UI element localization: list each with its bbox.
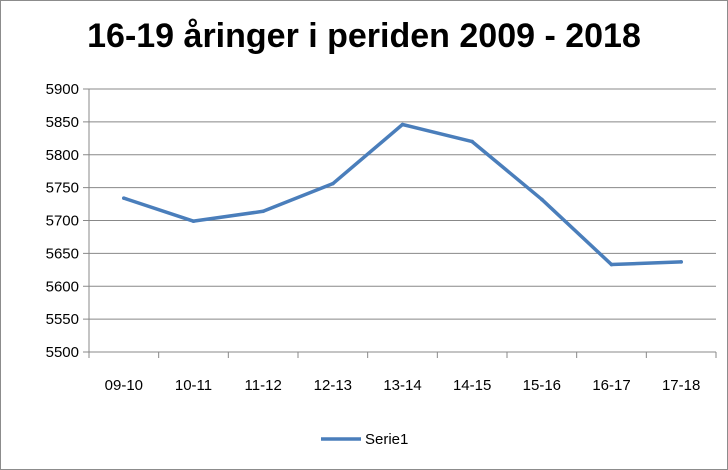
data-point	[609, 262, 614, 267]
data-point	[122, 196, 126, 200]
x-tick-label: 17-18	[662, 377, 700, 394]
y-tick-label: 5850	[46, 114, 79, 131]
data-point	[261, 209, 265, 214]
y-tick-label: 5650	[46, 245, 79, 262]
x-tick-label: 15-16	[523, 377, 561, 394]
data-point	[400, 122, 405, 127]
data-point	[470, 139, 474, 144]
data-point	[540, 197, 544, 202]
y-tick-label: 5600	[46, 278, 79, 295]
legend-label: Serie1	[365, 431, 408, 448]
x-tick-label: 12-13	[314, 377, 352, 394]
series-layer	[122, 122, 683, 267]
chart-title: 16-19 åringer i periden 2009 - 2018	[87, 17, 641, 55]
x-tick-label: 14-15	[453, 377, 491, 394]
series-line	[122, 122, 683, 267]
data-point	[331, 181, 335, 186]
y-tick-label: 5900	[46, 81, 79, 98]
x-tick-label: 16-17	[592, 377, 630, 394]
data-point	[191, 219, 196, 223]
legend: Serie1	[321, 431, 408, 448]
x-tick-label: 13-14	[383, 377, 421, 394]
axes: 5500 5550 5600 5650 5700 5750 5800 5850 5900 09-1…	[46, 81, 717, 394]
y-tick-label: 5800	[46, 147, 79, 164]
y-tick-label: 5550	[46, 311, 79, 328]
x-tick-label: 09-10	[105, 377, 143, 394]
data-point	[679, 260, 683, 264]
y-tick-label: 5750	[46, 180, 79, 197]
x-tick-label: 10-11	[175, 377, 212, 394]
y-tick-label: 5500	[46, 344, 79, 361]
x-tick-label: 11-12	[245, 377, 282, 394]
y-tick-label: 5700	[46, 213, 79, 230]
